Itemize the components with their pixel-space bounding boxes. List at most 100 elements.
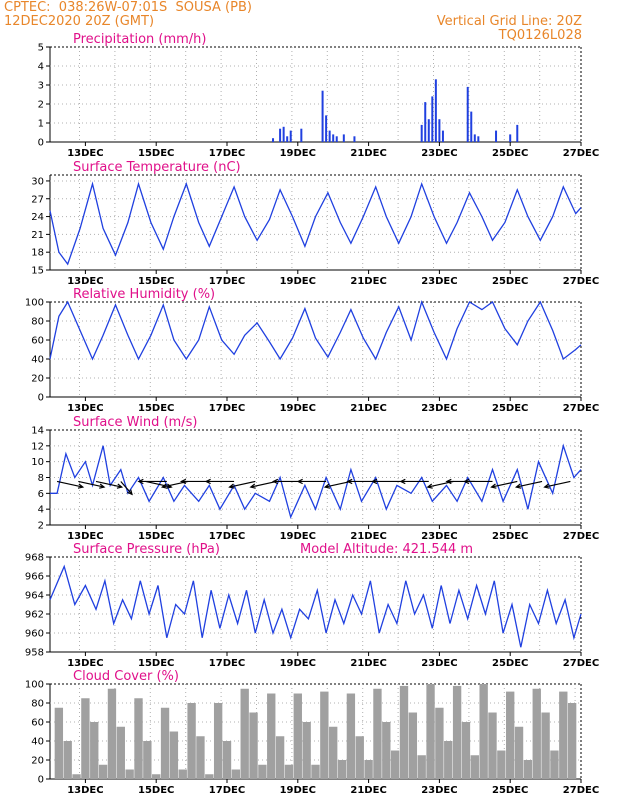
wind-x-tick-label: 15DEC bbox=[138, 531, 174, 542]
precipitation-bar bbox=[286, 136, 289, 142]
precipitation-bar bbox=[441, 130, 444, 142]
humidity-x-tick-label: 21DEC bbox=[350, 403, 386, 414]
cloud-cover-bar bbox=[337, 760, 347, 779]
wind-x-tick-label: 21DEC bbox=[350, 531, 386, 542]
precipitation-x-tick-label: 17DEC bbox=[209, 148, 245, 159]
wind-x-tick-label: 13DEC bbox=[67, 531, 103, 542]
cloud-cover-bar bbox=[506, 691, 515, 779]
temperature-x-tick-label: 25DEC bbox=[492, 276, 528, 287]
pressure-x-tick-label: 17DEC bbox=[209, 658, 245, 669]
precipitation-y-tick-label: 1 bbox=[38, 119, 44, 130]
wind-arrow bbox=[543, 480, 571, 489]
cloud-cover-bar bbox=[169, 731, 179, 779]
cloud-cover-bar bbox=[196, 736, 205, 779]
cloud-cover-bar bbox=[284, 764, 294, 779]
humidity-y-tick-label: 100 bbox=[25, 298, 44, 309]
cloud-cover-bar bbox=[452, 685, 462, 779]
humidity-x-tick-label: 27DEC bbox=[563, 403, 599, 414]
pressure-x-tick-label: 21DEC bbox=[350, 658, 386, 669]
cloud-cover-x-tick-label: 27DEC bbox=[563, 785, 599, 796]
cloud-cover-bar bbox=[134, 698, 143, 779]
cloud-cover-bar bbox=[90, 722, 99, 779]
pressure-x-tick-label: 25DEC bbox=[492, 658, 528, 669]
wind-x-tick-label: 25DEC bbox=[492, 531, 528, 542]
cloud-cover-x-tick-label: 15DEC bbox=[138, 785, 174, 796]
cloud-cover-bar bbox=[205, 774, 214, 779]
cloud-cover-y-tick-label: 60 bbox=[31, 718, 44, 729]
cloud-cover-x-tick-label: 25DEC bbox=[492, 785, 528, 796]
humidity-line bbox=[49, 299, 582, 361]
humidity-y-tick-label: 0 bbox=[38, 393, 44, 404]
cloud-cover-bar bbox=[231, 769, 241, 779]
cloud-cover-bar bbox=[240, 688, 249, 779]
cloud-cover-bar bbox=[541, 712, 550, 779]
pressure-y-tick-label: 960 bbox=[25, 629, 44, 640]
temperature-x-tick-label: 27DEC bbox=[563, 276, 599, 287]
precipitation-y-tick-label: 2 bbox=[38, 100, 44, 111]
cloud-cover-bar bbox=[523, 760, 533, 779]
precipitation-bar bbox=[424, 102, 427, 142]
wind-y-tick-label: 14 bbox=[31, 426, 44, 437]
cloud-cover-bar bbox=[98, 764, 108, 779]
temperature-title: Surface Temperature (nC) bbox=[73, 160, 241, 175]
precipitation-x-tick-label: 21DEC bbox=[350, 148, 386, 159]
cloud-cover-bar bbox=[426, 684, 435, 779]
precipitation-bar bbox=[516, 124, 519, 142]
cloud-cover-bar bbox=[346, 693, 356, 779]
cloud-cover-y-tick-label: 0 bbox=[38, 775, 44, 786]
temperature-x-tick-label: 23DEC bbox=[421, 276, 457, 287]
precipitation-x-tick-label: 23DEC bbox=[421, 148, 457, 159]
cloud-cover-bar bbox=[559, 691, 568, 779]
model-altitude-label: Model Altitude: 421.544 m bbox=[300, 542, 473, 557]
precipitation-x-tick-label: 27DEC bbox=[563, 148, 599, 159]
temperature-x-tick-label: 19DEC bbox=[280, 276, 316, 287]
wind-arrow bbox=[514, 480, 543, 489]
cloud-cover-bar bbox=[479, 684, 488, 779]
cloud-cover-bar bbox=[302, 722, 311, 779]
wind-x-tick-label: 27DEC bbox=[563, 531, 599, 542]
wind-y-tick-label: 10 bbox=[31, 457, 44, 468]
cloud-cover-bar bbox=[399, 685, 409, 779]
wind-line bbox=[50, 443, 582, 520]
pressure-y-tick-label: 962 bbox=[25, 610, 44, 621]
precipitation-bar bbox=[509, 134, 512, 142]
wind-y-tick-label: 12 bbox=[31, 441, 44, 452]
cloud-cover-bar bbox=[329, 726, 338, 779]
cloud-cover-bar bbox=[160, 707, 170, 779]
precipitation-bar bbox=[477, 136, 480, 142]
pressure-y-tick-label: 958 bbox=[25, 648, 44, 659]
cloud-cover-bar bbox=[222, 741, 232, 779]
cloud-cover-bar bbox=[390, 750, 400, 779]
humidity-x-tick-label: 17DEC bbox=[209, 403, 245, 414]
cloud-cover-bar bbox=[63, 741, 72, 779]
humidity-y-tick-label: 40 bbox=[31, 355, 44, 366]
cloud-cover-bar bbox=[408, 712, 418, 779]
humidity-x-tick-label: 19DEC bbox=[280, 403, 316, 414]
cloud-cover-x-tick-label: 17DEC bbox=[209, 785, 245, 796]
wind-arrow bbox=[371, 478, 401, 485]
temperature-x-tick-label: 17DEC bbox=[209, 276, 245, 287]
wind-x-tick-label: 23DEC bbox=[421, 531, 457, 542]
pressure-y-tick-label: 966 bbox=[25, 572, 44, 583]
humidity-y-tick-label: 80 bbox=[31, 317, 44, 328]
precipitation-bar bbox=[434, 79, 437, 142]
precipitation-bar bbox=[466, 86, 469, 142]
cloud-cover-bar bbox=[275, 736, 285, 779]
wind-arrow bbox=[137, 478, 167, 485]
precipitation-bar bbox=[495, 130, 498, 142]
cloud-cover-bar bbox=[497, 750, 506, 779]
precipitation-bar bbox=[300, 128, 303, 142]
cloud-cover-bar bbox=[320, 691, 329, 779]
wind-arrow bbox=[271, 478, 302, 485]
temperature-y-tick-label: 30 bbox=[31, 176, 44, 187]
pressure-panel: 958 960 962 964 966 968 13DEC 15DEC 17DEC 19DEC 21… bbox=[25, 542, 599, 669]
cloud-cover-bar bbox=[311, 764, 320, 779]
cloud-cover-bar bbox=[187, 703, 196, 779]
cloud-cover-bar bbox=[213, 703, 223, 779]
wind-arrow bbox=[56, 480, 85, 489]
cloud-cover-y-tick-label: 40 bbox=[31, 737, 44, 748]
wind-panel: 2 4 6 8 10 12 14 13DEC 15DEC 17DEC 19DEC 21DEC 23DEC… bbox=[31, 415, 599, 542]
wind-x-tick-label: 17DEC bbox=[209, 531, 245, 542]
temperature-x-tick-label: 15DEC bbox=[138, 276, 174, 287]
wind-arrow bbox=[228, 480, 256, 489]
